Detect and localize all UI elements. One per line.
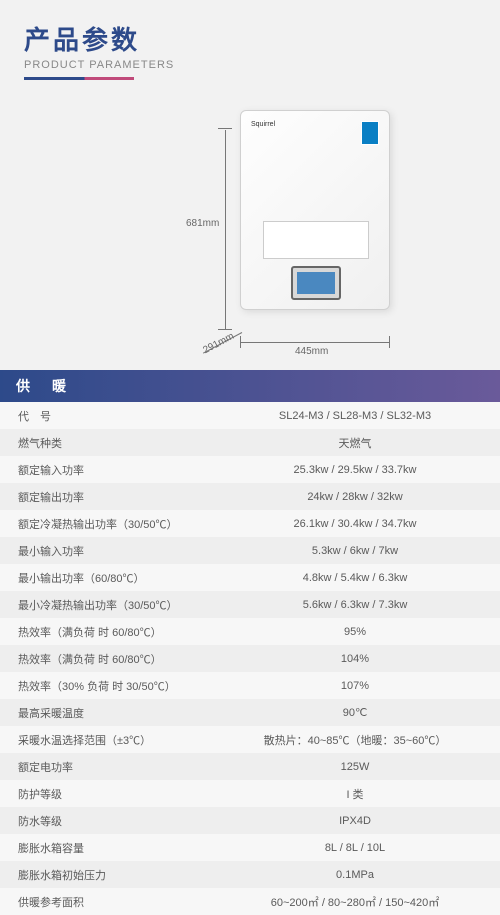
table-row: 最高采暖温度90℃ (0, 699, 500, 726)
spec-value: 5.3kw / 6kw / 7kw (210, 537, 500, 564)
spec-value: 4.8kw / 5.4kw / 6.3kw (210, 564, 500, 591)
spec-value: 24kw / 28kw / 32kw (210, 483, 500, 510)
table-row: 代 号SL24-M3 / SL28-M3 / SL32-M3 (0, 402, 500, 429)
control-panel (291, 266, 341, 300)
spec-key: 热效率（30% 负荷 时 30/50℃） (0, 672, 210, 699)
table-row: 额定输入功率25.3kw / 29.5kw / 33.7kw (0, 456, 500, 483)
spec-table: 代 号SL24-M3 / SL28-M3 / SL32-M3燃气种类天燃气额定输… (0, 402, 500, 915)
table-row: 额定电功率125W (0, 753, 500, 780)
brand-logo: Squirrel (251, 121, 275, 128)
page-container: 产品参数 PRODUCT PARAMETERS Squirrel 681mm 4… (0, 0, 500, 915)
spec-value: 0.1MPa (210, 861, 500, 888)
spec-value: 8L / 8L / 10L (210, 834, 500, 861)
title-en: PRODUCT PARAMETERS (24, 59, 476, 71)
spec-key: 膨胀水箱容量 (0, 834, 210, 861)
product-box: Squirrel 681mm 445mm 291mm (200, 110, 420, 330)
table-row: 热效率（满负荷 时 60/80℃）95% (0, 618, 500, 645)
spec-key: 代 号 (0, 402, 210, 429)
spec-value: 5.6kw / 6.3kw / 7.3kw (210, 591, 500, 618)
spec-key: 热效率（满负荷 时 60/80℃） (0, 618, 210, 645)
spec-key: 防护等级 (0, 780, 210, 807)
spec-key: 额定输入功率 (0, 456, 210, 483)
spec-key: 额定输出功率 (0, 483, 210, 510)
energy-label (361, 121, 379, 145)
dim-height-line (225, 130, 226, 330)
section-heating-header: 供 暖 (0, 370, 500, 402)
table-row: 额定输出功率24kw / 28kw / 32kw (0, 483, 500, 510)
table-row: 供暖参考面积60~200㎡ / 80~280㎡ / 150~420㎡ (0, 888, 500, 915)
spec-value: 散热片：40~85℃（地暖：35~60℃） (210, 726, 500, 753)
product-illustration: Squirrel 681mm 445mm 291mm (0, 90, 500, 370)
table-row: 额定冷凝热输出功率（30/50℃）26.1kw / 30.4kw / 34.7k… (0, 510, 500, 537)
spec-plate (263, 221, 369, 259)
spec-value: 95% (210, 618, 500, 645)
dim-height: 681mm (186, 218, 219, 229)
spec-value: SL24-M3 / SL28-M3 / SL32-M3 (210, 402, 500, 429)
table-row: 采暖水温选择范围（±3℃）散热片：40~85℃（地暖：35~60℃） (0, 726, 500, 753)
spec-value: 90℃ (210, 699, 500, 726)
spec-value: 107% (210, 672, 500, 699)
dim-width: 445mm (295, 346, 328, 357)
spec-key: 最小冷凝热输出功率（30/50℃） (0, 591, 210, 618)
table-row: 最小输入功率5.3kw / 6kw / 7kw (0, 537, 500, 564)
header: 产品参数 PRODUCT PARAMETERS (0, 0, 500, 90)
dim-width-line (240, 342, 390, 343)
spec-key: 采暖水温选择范围（±3℃） (0, 726, 210, 753)
dim-depth: 291mm (201, 331, 236, 356)
heater-body: Squirrel (240, 110, 390, 310)
title-cn: 产品参数 (24, 20, 476, 57)
spec-value: IPX4D (210, 807, 500, 834)
table-row: 防护等级I 类 (0, 780, 500, 807)
spec-key: 供暖参考面积 (0, 888, 210, 915)
table-row: 最小输出功率（60/80℃）4.8kw / 5.4kw / 6.3kw (0, 564, 500, 591)
spec-key: 热效率（满负荷 时 60/80℃） (0, 645, 210, 672)
table-row: 热效率（30% 负荷 时 30/50℃）107% (0, 672, 500, 699)
spec-key: 额定电功率 (0, 753, 210, 780)
spec-value: 25.3kw / 29.5kw / 33.7kw (210, 456, 500, 483)
spec-key: 膨胀水箱初始压力 (0, 861, 210, 888)
spec-key: 燃气种类 (0, 429, 210, 456)
spec-key: 最小输出功率（60/80℃） (0, 564, 210, 591)
spec-key: 最小输入功率 (0, 537, 210, 564)
spec-value: I 类 (210, 780, 500, 807)
table-row: 防水等级IPX4D (0, 807, 500, 834)
spec-value: 60~200㎡ / 80~280㎡ / 150~420㎡ (210, 888, 500, 915)
spec-value: 125W (210, 753, 500, 780)
title-underline (24, 77, 134, 80)
spec-key: 最高采暖温度 (0, 699, 210, 726)
table-row: 燃气种类天燃气 (0, 429, 500, 456)
table-row: 膨胀水箱初始压力0.1MPa (0, 861, 500, 888)
spec-value: 天燃气 (210, 429, 500, 456)
table-row: 热效率（满负荷 时 60/80℃）104% (0, 645, 500, 672)
spec-key: 额定冷凝热输出功率（30/50℃） (0, 510, 210, 537)
table-row: 膨胀水箱容量8L / 8L / 10L (0, 834, 500, 861)
spec-value: 104% (210, 645, 500, 672)
table-row: 最小冷凝热输出功率（30/50℃）5.6kw / 6.3kw / 7.3kw (0, 591, 500, 618)
spec-value: 26.1kw / 30.4kw / 34.7kw (210, 510, 500, 537)
display-screen (297, 272, 335, 294)
spec-key: 防水等级 (0, 807, 210, 834)
